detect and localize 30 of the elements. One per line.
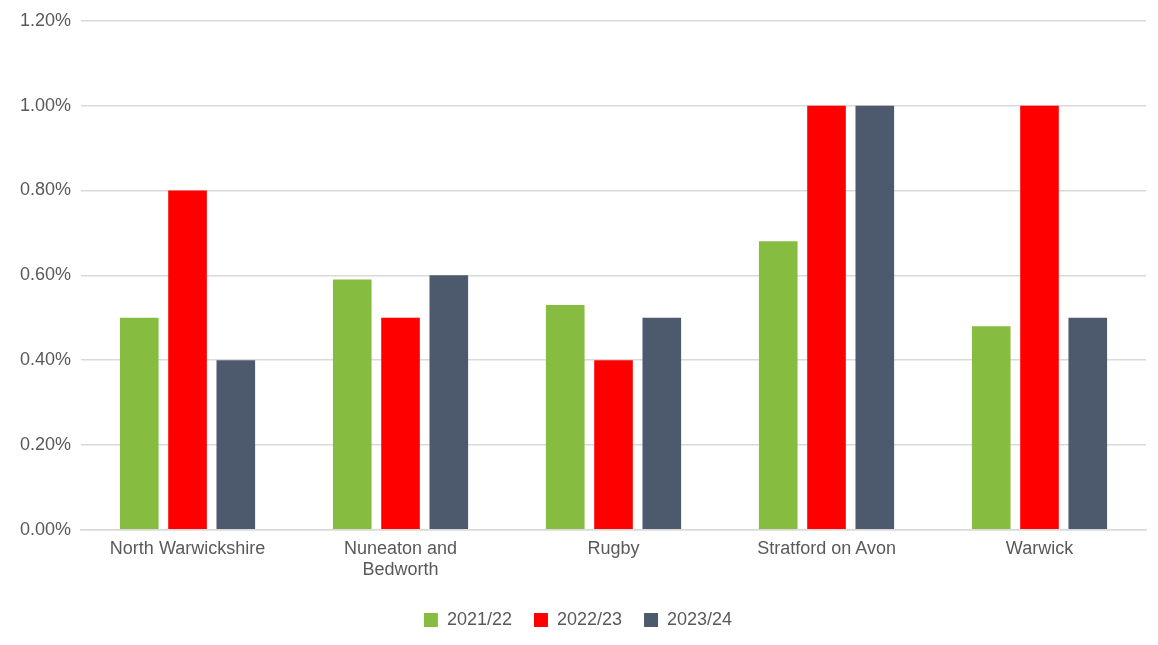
bar: [1020, 105, 1059, 530]
y-tick-label: 1.20%: [19, 9, 72, 30]
x-tick-label: Rugby: [587, 537, 640, 558]
bar: [594, 360, 633, 530]
bar: [807, 105, 846, 530]
x-tick-label: North Warwickshire: [109, 537, 266, 558]
x-tick-label: Nuneaton and Bedworth: [343, 537, 458, 580]
bar: [168, 190, 207, 530]
bar: [855, 105, 895, 530]
y-tick-label: 0.20%: [19, 433, 72, 454]
bar: [1068, 317, 1108, 530]
y-tick-label: 0.00%: [19, 518, 72, 539]
bar: [216, 360, 256, 530]
bar: [332, 279, 372, 530]
legend-label: 2022/23: [556, 608, 623, 629]
bar: [119, 317, 159, 530]
x-tick-label: Warwick: [1005, 537, 1075, 558]
bar: [642, 317, 682, 530]
bar: [971, 326, 1011, 530]
y-tick-label: 0.60%: [19, 264, 72, 285]
legend-label: 2021/22: [446, 608, 512, 629]
bar: [381, 317, 420, 530]
y-tick-label: 1.00%: [19, 94, 72, 115]
y-tick-label: 0.40%: [19, 349, 72, 370]
y-tick-label: 0.80%: [19, 179, 72, 200]
x-tick-label: Stratford on Avon: [757, 537, 896, 558]
bar: [429, 275, 469, 530]
bar: [545, 304, 585, 530]
bar: [758, 241, 798, 530]
legend-label: 2023/24: [667, 608, 733, 629]
